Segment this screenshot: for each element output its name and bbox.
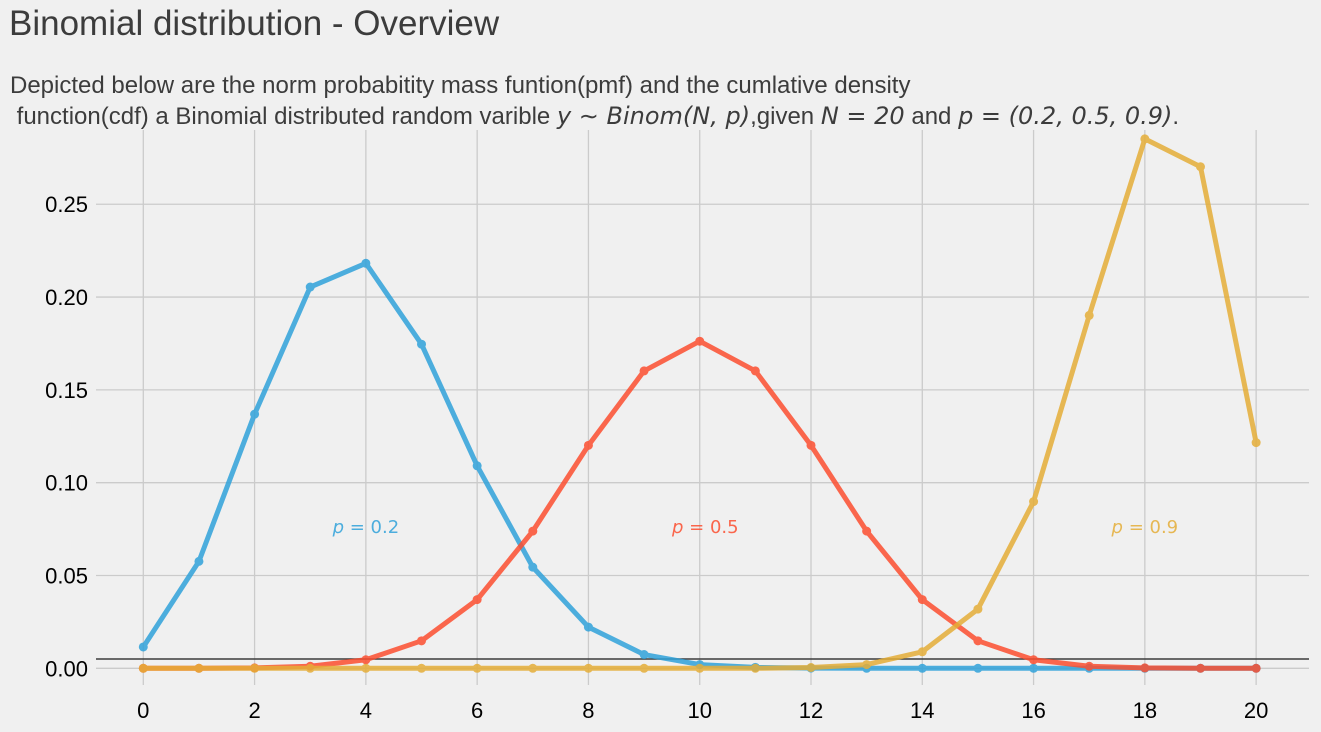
x-tick-label: 16 <box>1021 698 1045 723</box>
data-point <box>639 663 649 673</box>
data-point <box>361 655 371 665</box>
data-point <box>1140 134 1150 144</box>
y-tick-label: 0.00 <box>45 656 88 681</box>
series-label-layer: p = 0.2 p = 0.5 p = 0.9 <box>332 517 1179 538</box>
x-tick-label: 18 <box>1133 698 1157 723</box>
subtitle-line2-prefix: function(cdf) a Binomial distributed ran… <box>10 103 557 130</box>
x-tick-label: 6 <box>471 698 483 723</box>
tick-layer: 0 2 4 6 8 10 12 14 16 18 20 0.00 0.05 0.10 0.15 0.20 0.2… <box>45 192 1268 723</box>
data-point <box>973 636 983 646</box>
data-point <box>528 663 538 673</box>
subtitle-line1: Depicted below are the norm probabitity … <box>10 72 911 99</box>
data-point <box>361 663 371 673</box>
data-point <box>917 663 927 673</box>
data-point <box>639 366 649 376</box>
series-group <box>138 134 1261 673</box>
data-point <box>1195 663 1205 673</box>
data-point <box>695 336 705 346</box>
series-label: p = 0.9 <box>1111 517 1179 538</box>
data-point <box>1029 655 1039 665</box>
series-layer <box>138 134 1261 673</box>
data-point <box>639 650 649 660</box>
data-point <box>194 556 204 566</box>
data-point <box>528 562 538 572</box>
data-point <box>917 647 927 657</box>
x-tick-label: 4 <box>360 698 372 723</box>
data-point <box>583 622 593 632</box>
data-point <box>138 663 148 673</box>
subtitle-mid2: and <box>904 103 959 130</box>
x-tick-label: 2 <box>248 698 260 723</box>
x-tick-label: 20 <box>1244 698 1268 723</box>
subtitle-end: . <box>1172 103 1180 130</box>
data-point <box>973 604 983 614</box>
data-point <box>417 663 427 673</box>
data-point <box>583 663 593 673</box>
data-point <box>862 660 872 670</box>
subtitle-math-p: p = (0.2, 0.5, 0.9) <box>958 102 1173 130</box>
data-point <box>1195 162 1205 172</box>
data-point <box>417 339 427 349</box>
series-label: p = 0.2 <box>332 517 400 538</box>
data-point <box>417 636 427 646</box>
data-point <box>472 461 482 471</box>
x-tick-label: 10 <box>687 698 711 723</box>
data-point <box>1084 661 1094 671</box>
data-point <box>973 663 983 673</box>
y-tick-label: 0.25 <box>45 192 88 217</box>
x-tick-label: 12 <box>799 698 823 723</box>
data-point <box>750 663 760 673</box>
subtitle-mid1: ,given <box>750 103 821 130</box>
data-point <box>1084 310 1094 320</box>
data-point <box>1251 438 1261 448</box>
y-tick-label: 0.05 <box>45 563 88 588</box>
data-point <box>1251 663 1261 673</box>
data-point <box>138 642 148 652</box>
data-point <box>528 526 538 536</box>
data-point <box>194 663 204 673</box>
x-tick-label: 8 <box>582 698 594 723</box>
y-tick-label: 0.20 <box>45 285 88 310</box>
data-point <box>750 366 760 376</box>
x-tick-label: 14 <box>910 698 934 723</box>
data-point <box>1029 497 1039 507</box>
data-point <box>472 595 482 605</box>
y-tick-label: 0.10 <box>45 471 88 496</box>
chart-subtitle: Depicted below are the norm probabitity … <box>10 70 1179 132</box>
data-point <box>472 663 482 673</box>
data-point <box>1029 663 1039 673</box>
data-point <box>583 440 593 450</box>
chart-title: Binomial distribution - Overview <box>9 4 500 43</box>
data-point <box>917 595 927 605</box>
data-point <box>695 663 705 673</box>
data-point <box>806 663 816 673</box>
data-point <box>361 258 371 268</box>
data-point <box>862 526 872 536</box>
data-point <box>305 663 315 673</box>
subtitle-math-distribution: y ∼ Binom(N, p) <box>556 102 751 130</box>
data-point <box>305 282 315 292</box>
data-point <box>250 663 260 673</box>
grid-layer <box>96 130 1309 685</box>
series-label: p = 0.5 <box>671 517 739 538</box>
data-point <box>806 440 816 450</box>
subtitle-math-n: N = 20 <box>820 102 905 130</box>
data-point <box>1140 663 1150 673</box>
x-tick-label: 0 <box>137 698 149 723</box>
data-point <box>250 409 260 419</box>
y-tick-label: 0.15 <box>45 378 88 403</box>
